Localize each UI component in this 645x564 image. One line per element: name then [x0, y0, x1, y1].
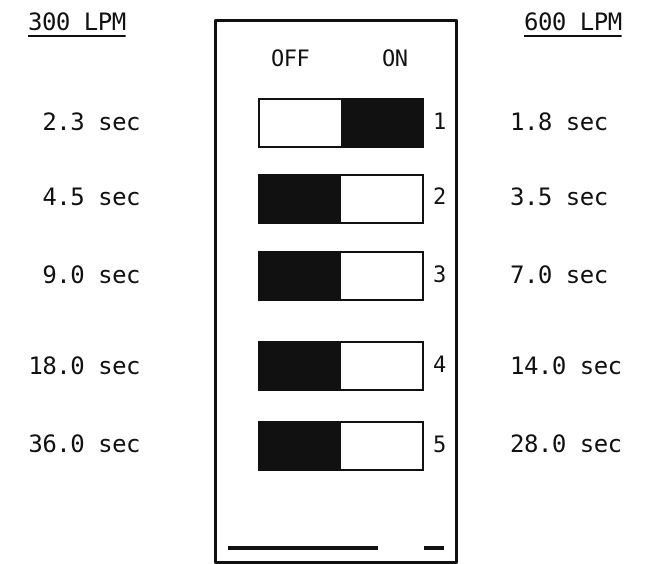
dip-switch-1[interactable]	[258, 98, 424, 148]
switch-number-4: 4	[433, 353, 447, 378]
left-time-row-2: 4.5 sec	[42, 183, 140, 211]
switch-2-off-side	[260, 176, 341, 222]
left-time-row-5: 36.0 sec	[28, 430, 140, 458]
off-column-label: OFF	[271, 47, 310, 72]
right-time-row-4: 14.0 sec	[510, 352, 622, 380]
switch-number-5: 5	[433, 433, 447, 458]
switch-1-off-side	[260, 100, 341, 146]
switch-3-on-side	[341, 253, 422, 299]
switch-5-off-side	[260, 423, 341, 469]
right-time-row-2: 3.5 sec	[510, 183, 608, 211]
switch-3-off-side	[260, 253, 341, 299]
header-600-lpm: 600 LPM	[524, 8, 622, 36]
switch-number-3: 3	[433, 263, 447, 288]
left-time-row-4: 18.0 sec	[28, 352, 140, 380]
dip-switch-3[interactable]	[258, 251, 424, 301]
switch-5-on-side	[341, 423, 422, 469]
dip-switch-5[interactable]	[258, 421, 424, 471]
switch-number-1: 1	[433, 110, 447, 135]
right-time-row-1: 1.8 sec	[510, 108, 608, 136]
switch-2-on-side	[341, 176, 422, 222]
dip-switch-2[interactable]	[258, 174, 424, 224]
switch-4-on-side	[341, 343, 422, 389]
switch-number-2: 2	[433, 185, 447, 210]
on-column-label: ON	[382, 47, 408, 72]
header-300-lpm: 300 LPM	[28, 8, 126, 36]
left-time-row-3: 9.0 sec	[42, 261, 140, 289]
switch-4-off-side	[260, 343, 341, 389]
dip-switch-4[interactable]	[258, 341, 424, 391]
right-time-row-3: 7.0 sec	[510, 261, 608, 289]
switch-1-on-side	[341, 100, 422, 146]
bottom-edge-mark	[228, 546, 378, 550]
left-time-row-1: 2.3 sec	[42, 108, 140, 136]
bottom-edge-mark-small	[424, 546, 444, 550]
right-time-row-5: 28.0 sec	[510, 430, 622, 458]
